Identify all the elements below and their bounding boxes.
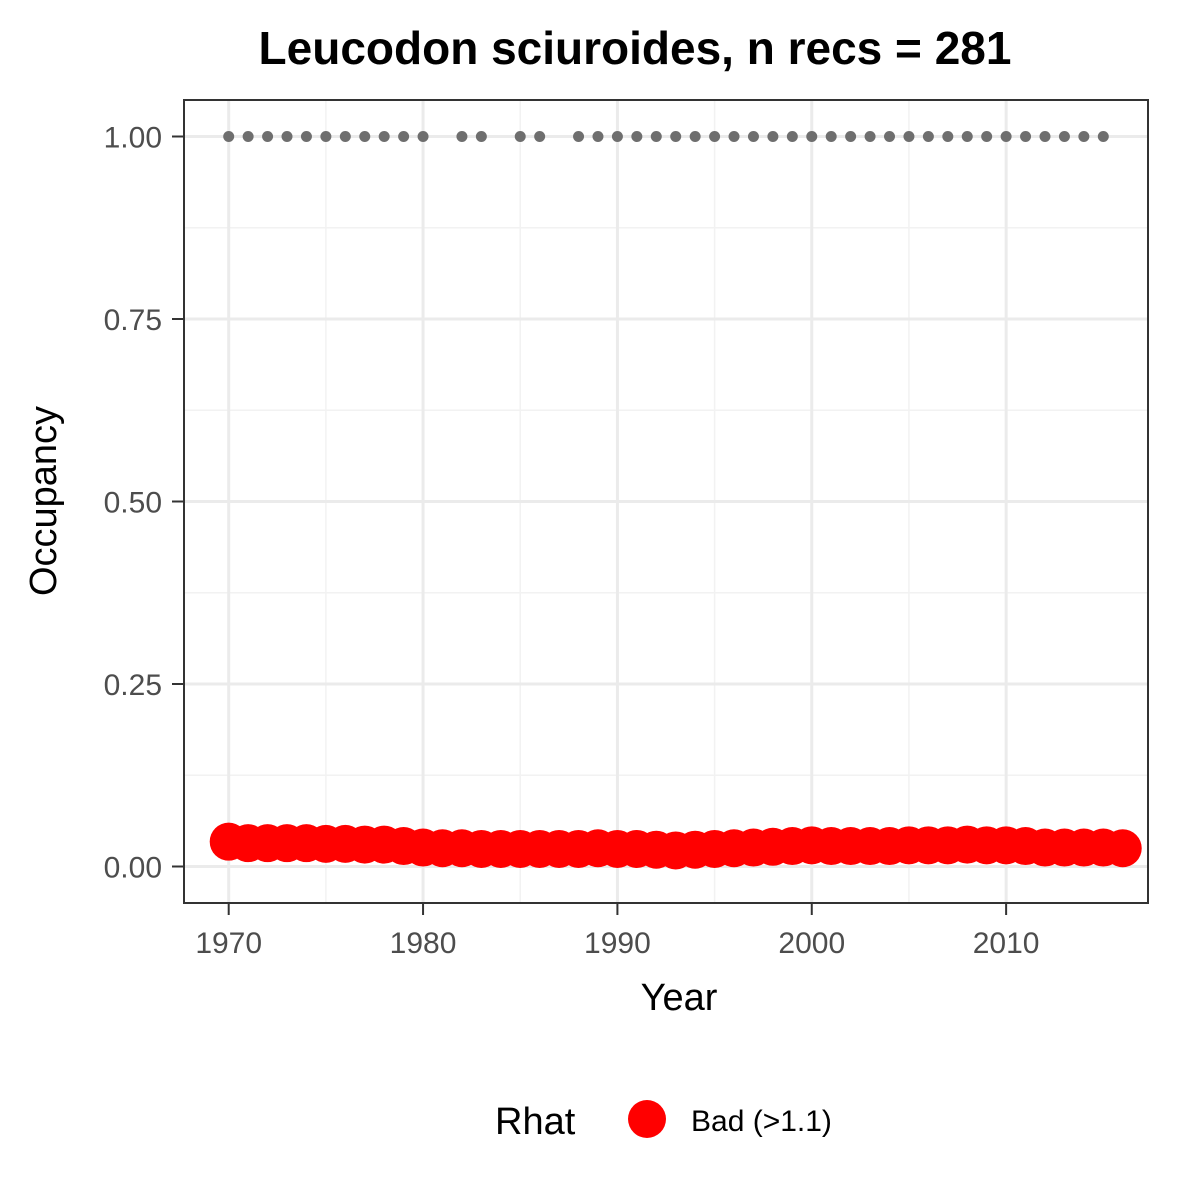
y-axis: 0.00 0.25 0.50 0.75 1.00	[104, 122, 184, 885]
record-point	[242, 131, 254, 142]
y-tick-label: 0.00	[104, 852, 162, 885]
record-point	[942, 131, 954, 142]
record-point	[845, 131, 857, 142]
record-point	[1078, 131, 1090, 142]
record-point	[417, 131, 429, 142]
x-tick-label: 1990	[584, 927, 651, 960]
x-axis: 1970 1980 1990 2000 2010	[195, 903, 1039, 960]
record-point	[611, 131, 623, 142]
x-tick-label: 2000	[778, 927, 845, 960]
record-point	[262, 131, 274, 142]
record-point	[592, 131, 604, 142]
legend-label-bad: Bad (>1.1)	[691, 1105, 832, 1138]
record-point	[573, 131, 585, 142]
chart-title: Leucodon sciuroides, n recs = 281	[259, 22, 1012, 74]
x-tick-label: 1970	[195, 927, 262, 960]
record-point	[223, 131, 235, 142]
x-tick-label: 2010	[973, 927, 1040, 960]
record-point	[922, 131, 934, 142]
record-point	[514, 131, 526, 142]
record-point	[786, 131, 798, 142]
record-point	[864, 131, 876, 142]
record-point	[767, 131, 779, 142]
record-point	[475, 131, 487, 142]
legend: Rhat Bad (>1.1)	[495, 1100, 832, 1143]
record-point	[398, 131, 410, 142]
record-point	[981, 131, 993, 142]
record-point	[1039, 131, 1051, 142]
occupancy-point	[1103, 829, 1142, 868]
record-point	[903, 131, 915, 142]
record-point	[884, 131, 896, 142]
record-point	[339, 131, 351, 142]
record-point	[534, 131, 546, 142]
x-tick-label: 1980	[390, 927, 457, 960]
record-point	[670, 131, 682, 142]
legend-key-bad	[628, 1100, 666, 1138]
record-point	[747, 131, 759, 142]
record-point	[281, 131, 293, 142]
y-tick-label: 1.00	[104, 122, 162, 155]
y-tick-label: 0.75	[104, 304, 162, 337]
record-point	[1058, 131, 1070, 142]
x-axis-title: Year	[641, 977, 718, 1019]
record-point	[456, 131, 468, 142]
record-point	[631, 131, 643, 142]
record-point	[1000, 131, 1012, 142]
record-point	[689, 131, 701, 142]
y-tick-label: 0.50	[104, 487, 162, 520]
record-point	[378, 131, 390, 142]
record-points	[223, 131, 1109, 142]
record-point	[1097, 131, 1109, 142]
record-point	[320, 131, 332, 142]
record-point	[1020, 131, 1032, 142]
record-point	[650, 131, 662, 142]
record-point	[728, 131, 740, 142]
y-tick-label: 0.25	[104, 669, 162, 702]
record-point	[806, 131, 818, 142]
record-point	[300, 131, 312, 142]
record-point	[359, 131, 371, 142]
record-point	[825, 131, 837, 142]
y-axis-title: Occupancy	[23, 406, 65, 596]
record-point	[709, 131, 721, 142]
record-point	[961, 131, 973, 142]
occupancy-series	[209, 822, 1142, 870]
legend-title: Rhat	[495, 1101, 576, 1143]
